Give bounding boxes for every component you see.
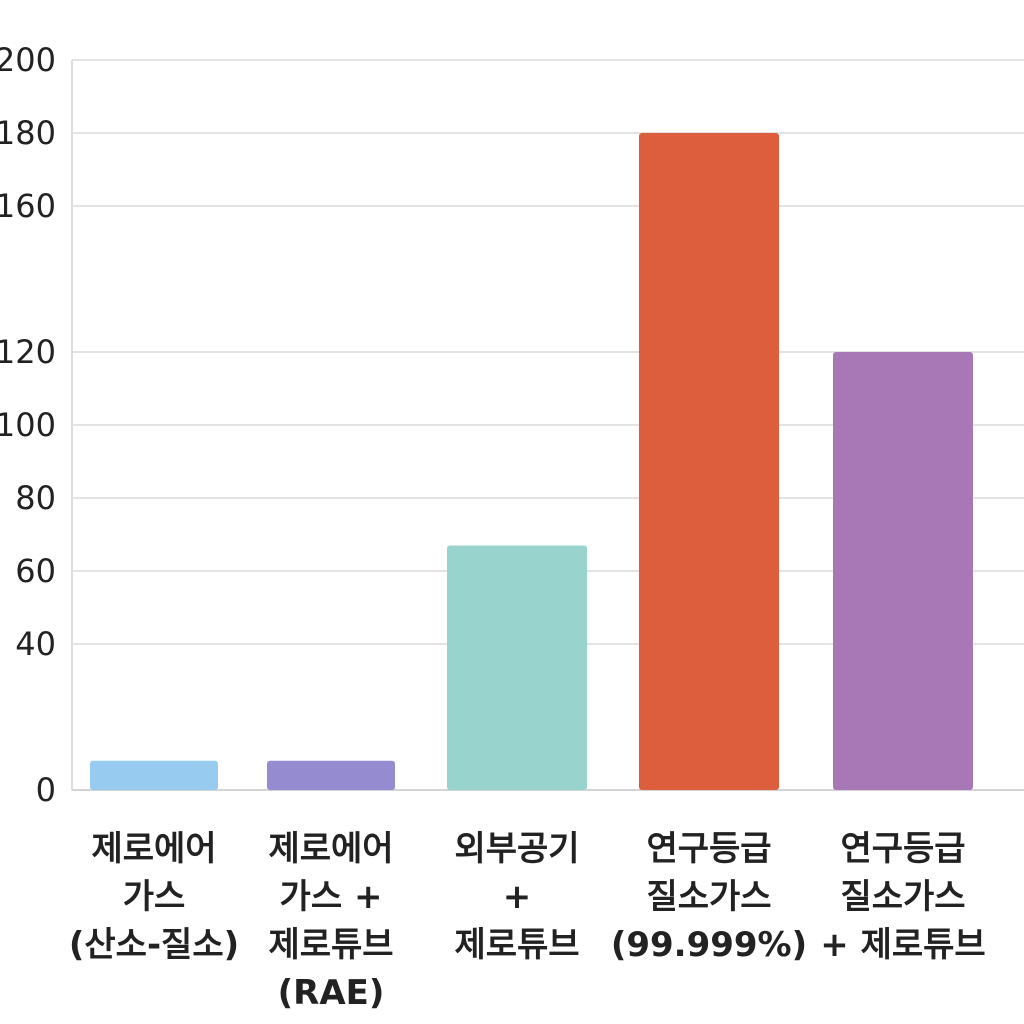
y-tick-label: 180 — [0, 114, 56, 152]
x-category-label-line: 질소가스 — [840, 877, 965, 917]
x-category-label-line: 외부공기 — [454, 829, 579, 869]
bar — [267, 760, 395, 790]
y-tick-label: 40 — [15, 625, 56, 663]
x-category-label-line: + 제로튜브 — [820, 925, 985, 965]
y-tick-label: 80 — [15, 479, 56, 517]
bar — [90, 760, 218, 790]
x-category-label-line: 연구등급 — [646, 829, 771, 869]
x-category-label: 외부공기 + 제로튜브 — [454, 829, 579, 965]
y-tick-label: 100 — [0, 406, 56, 444]
y-tick-label: 120 — [0, 333, 56, 371]
x-category-label-line: 가스 — [123, 877, 186, 917]
x-category-label-line: (RAE) — [278, 973, 385, 1013]
x-category-label-line: 가스 + — [280, 877, 383, 917]
x-category-label-line: (산소-질소) — [69, 925, 239, 965]
x-category-label-line: + — [503, 877, 532, 917]
bar — [447, 545, 587, 790]
bars — [90, 133, 973, 790]
x-category-label-line: 질소가스 — [646, 877, 771, 917]
x-category-label-line: 제로튜브 — [268, 925, 393, 965]
x-category-label-line: 제로튜브 — [454, 925, 579, 965]
x-category-label-line: 제로에어 — [91, 829, 216, 869]
x-category-label-line: 연구등급 — [840, 829, 965, 869]
y-tick-label: 0 — [36, 771, 56, 809]
x-category-label-line: 제로에어 — [268, 829, 393, 869]
x-category-label-line: (99.999%) — [611, 925, 807, 965]
grid-lines — [72, 59, 1024, 645]
bar — [833, 352, 973, 790]
y-tick-labels: 0 40 60 80 100 120 160 180 200 — [0, 41, 56, 809]
y-tick-label: 160 — [0, 187, 56, 225]
y-tick-label: 60 — [15, 552, 56, 590]
y-tick-label: 200 — [0, 41, 56, 79]
bar — [639, 133, 779, 790]
